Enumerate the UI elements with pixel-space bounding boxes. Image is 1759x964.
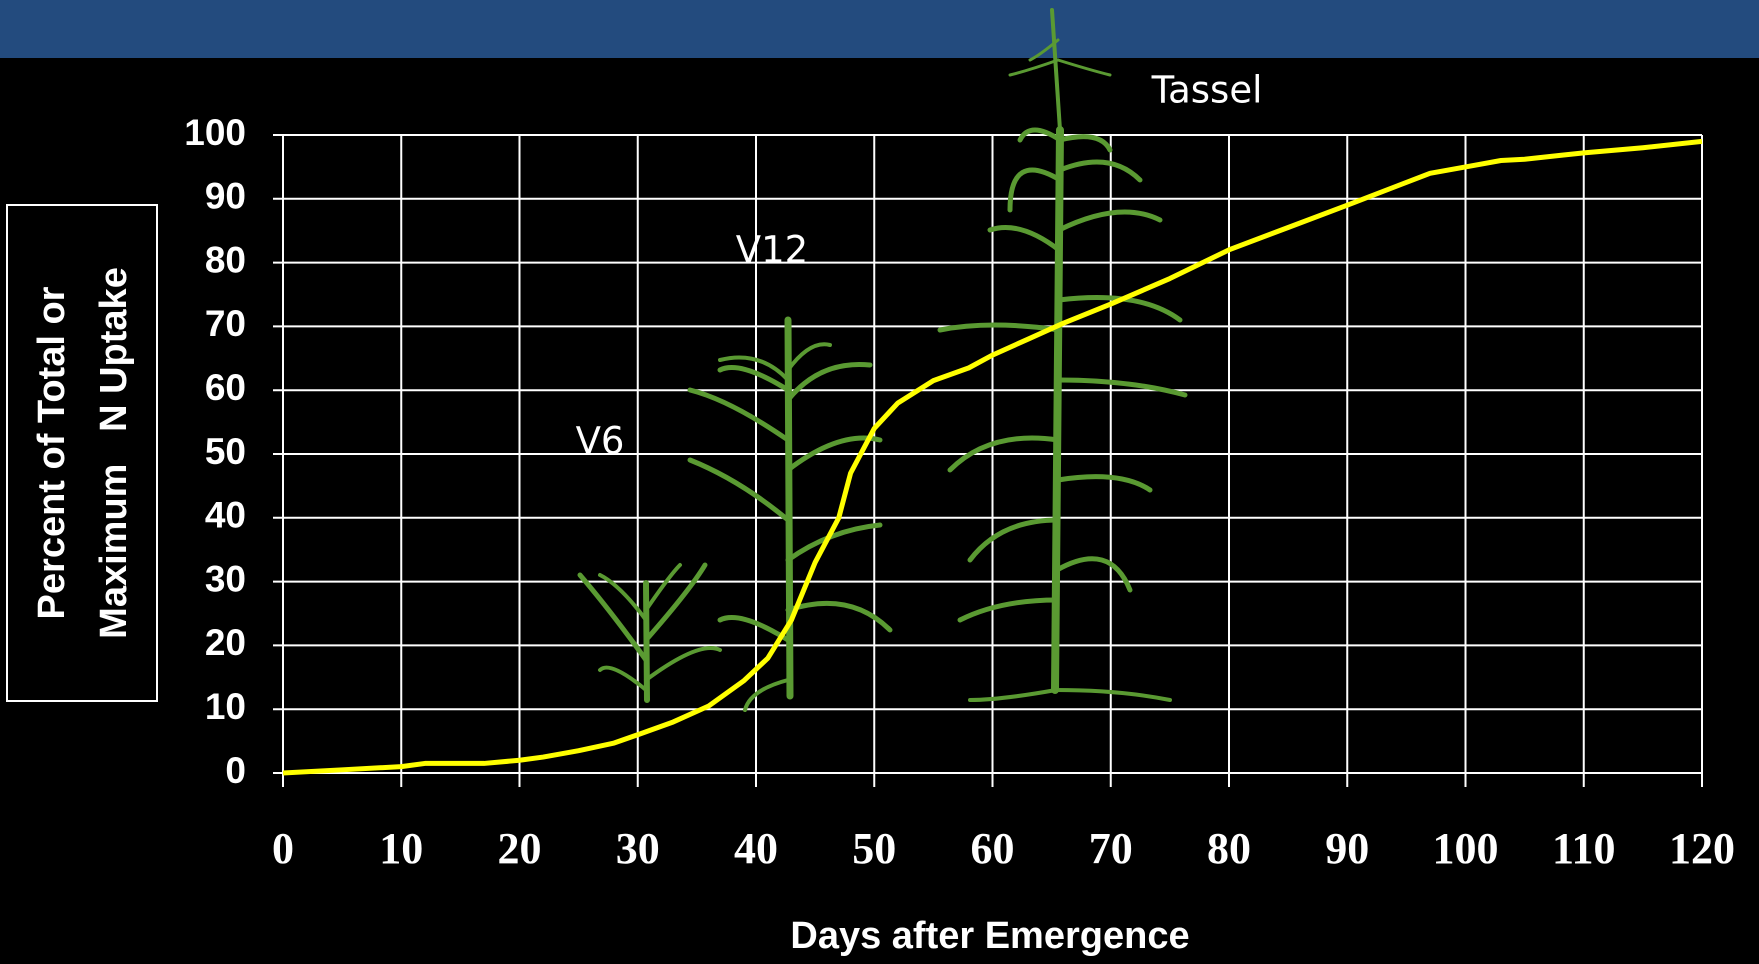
x-tick-label: 0 <box>272 824 294 873</box>
y-tick-label: 60 <box>205 367 246 408</box>
y-tick-label: 10 <box>205 686 246 727</box>
x-tick-label: 50 <box>852 824 896 873</box>
x-tick-label: 20 <box>498 824 542 873</box>
x-tick-label: 30 <box>616 824 660 873</box>
y-tick-label: 30 <box>205 558 246 599</box>
x-tick-label: 60 <box>971 824 1015 873</box>
y-axis-title: Maximum N Uptake <box>93 267 135 639</box>
x-tick-label: 10 <box>379 824 423 873</box>
y-tick-label: 20 <box>205 622 246 663</box>
plant-v12 <box>687 316 893 712</box>
annotation: V12 <box>736 229 808 272</box>
x-axis-title: Days after Emergence <box>790 915 1189 957</box>
x-tick-label: 40 <box>734 824 778 873</box>
plant-v6 <box>577 562 722 703</box>
x-tick-label: 80 <box>1207 824 1251 873</box>
x-tick-label: 70 <box>1089 824 1133 873</box>
y-tick-label: 50 <box>205 431 246 472</box>
y-tick-label: 80 <box>205 239 246 280</box>
x-tick-label: 110 <box>1552 824 1616 873</box>
annotation: V6 <box>576 420 625 463</box>
x-tick-label: 100 <box>1433 824 1499 873</box>
x-tick-label: 90 <box>1325 824 1369 873</box>
y-tick-label: 90 <box>205 176 246 217</box>
y-tick-label: 40 <box>205 495 246 536</box>
y-label-box <box>6 204 158 702</box>
header-bar <box>0 0 1759 58</box>
plant-tassel <box>937 8 1188 702</box>
y-tick-label: 0 <box>225 750 246 791</box>
y-tick-label: 70 <box>205 303 246 344</box>
annotation: Tassel <box>1151 69 1263 112</box>
data-line <box>282 138 1703 776</box>
y-tick-label: 100 <box>184 112 246 153</box>
y-axis-title: Percent of Total or <box>31 286 73 619</box>
x-tick-label: 120 <box>1669 824 1735 873</box>
